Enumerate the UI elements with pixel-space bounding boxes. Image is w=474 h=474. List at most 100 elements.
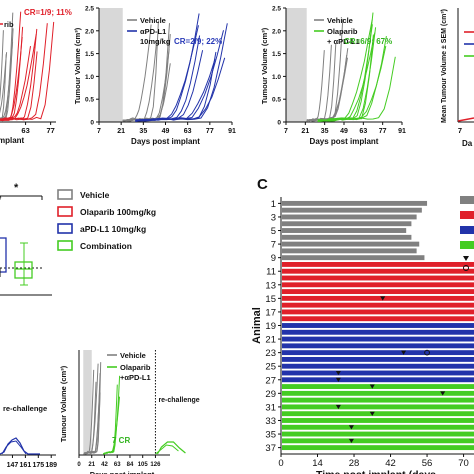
vehicle-line (122, 34, 171, 122)
bar-animal-37 (282, 445, 474, 451)
bar-animal-3 (282, 214, 417, 220)
apdl1-line (135, 30, 224, 122)
box-combination (14, 261, 33, 279)
y-tick-label: 33 (265, 416, 276, 427)
bar-animal-2 (282, 207, 422, 213)
legend-label-treatment: αPD-L1 (140, 27, 166, 36)
legend-swatch-olaparib (460, 211, 474, 219)
event-marker-triangle (348, 425, 354, 430)
x-tick-label: 63 (21, 126, 29, 135)
olaparib-line (0, 51, 38, 122)
bar-animal-11 (282, 268, 474, 274)
legend-label-combination: Olaparib (120, 363, 151, 372)
legend-label-apdl1: aPD-L1 10mg/kg (80, 224, 146, 234)
x-tick-label: 42 (101, 462, 108, 468)
legend-label-olaparib: Olaparib 100mg/kg (80, 207, 156, 217)
x-tick-label: 21 (88, 462, 95, 468)
y-tick-label: 1 (271, 199, 276, 210)
bar-animal-1 (282, 200, 428, 206)
legend-label-vehicle: Vehicle (140, 16, 166, 25)
legend-marker-triangle (463, 256, 469, 261)
bar-animal-14 (282, 289, 474, 295)
vehicle-line (0, 30, 4, 102)
bar-animal-26 (282, 370, 474, 376)
x-tick-label: 91 (398, 128, 406, 135)
legend-label-treatment-2: 10mg/kg (140, 37, 171, 46)
cr-annotation: CR=2/9; 22% (174, 37, 222, 46)
y-tick-label: 37 (265, 443, 276, 454)
y-tick-label: 11 (266, 267, 276, 278)
legend-label-vehicle: Vehicle (327, 16, 353, 25)
vehicle-line (306, 48, 349, 122)
y-tick-label: 1.0 (272, 74, 281, 81)
rechallenge-label: re-challenge (3, 404, 47, 413)
vehicle-line (122, 49, 170, 122)
y-tick-label: 9 (271, 253, 276, 264)
rechallenge-line (156, 441, 186, 455)
event-marker-triangle (335, 377, 341, 382)
y-tick-label: 25 (265, 362, 276, 373)
y-tick-label: 0.5 (272, 97, 281, 104)
x-tick-label: 28 (349, 458, 360, 469)
bar-animal-21 (282, 336, 474, 342)
bar-animal-36 (282, 438, 474, 444)
vehicle-line (306, 55, 348, 122)
legend-swatch-combination (57, 240, 73, 251)
x-tick-label: 0 (278, 458, 283, 469)
bar-animal-22 (282, 343, 474, 349)
y-tick-label: 13 (265, 280, 276, 291)
y-tick-label: 2.5 (272, 6, 281, 13)
y-tick-label: 7 (271, 240, 276, 251)
x-tick-label: 14 (312, 458, 323, 469)
y-tick-label: 15 (265, 294, 276, 305)
vehicle-line (0, 52, 8, 114)
rechallenge-label: re-challenge (158, 397, 199, 404)
x-tick-label: 7 (458, 126, 462, 135)
bar-animal-25 (282, 363, 474, 369)
bar-animal-6 (282, 234, 412, 240)
bar-animal-10 (282, 262, 474, 267)
y-tick-label: 2.0 (85, 28, 94, 35)
y-axis-label: Animal (251, 307, 263, 344)
x-tick-label: 21 (117, 128, 125, 135)
bar-animal-12 (282, 275, 474, 281)
legend-label-combination-2: +αPD-L1 (120, 373, 151, 382)
vehicle-line (306, 43, 337, 122)
vehicle-line (306, 57, 348, 121)
panel-rechallenge-left: re-challenge 147 161 175 189 (0, 404, 57, 469)
x-tick-label: 35 (321, 128, 329, 135)
legend-label-combination: Combination (80, 241, 132, 251)
significance-star: * (14, 182, 19, 194)
y-tick-label: 3 (271, 212, 276, 223)
x-tick-label: 161 (20, 462, 32, 469)
x-tick-label: 21 (301, 128, 309, 135)
x-axis-label: Days post implant (131, 137, 200, 146)
y-axis-label: Tumour Volume (cm³) (260, 27, 269, 104)
panel-mean: Mean Tumour Volume ± SEM (cm³) 7Da (441, 8, 474, 148)
apdl1-line (135, 57, 226, 121)
y-tick-label: 2.0 (272, 28, 281, 35)
cr-annotation: CR=6/9; 67% (344, 37, 392, 46)
event-marker-triangle (335, 370, 341, 376)
y-tick-label: 27 (265, 375, 276, 386)
legend-swatch-vehicle (460, 196, 474, 204)
vehicle-line (83, 362, 102, 455)
panel-apdl1: 7 21 35 49 63 77 91 0 0.5 1.0 1.5 2.0 2.5 Days post i… (73, 6, 236, 147)
legend-marker-circle (463, 265, 469, 271)
legend-swatch-combination (460, 241, 474, 249)
bar-animal-17 (282, 309, 474, 315)
legend-label-vehicle: Vehicle (80, 190, 110, 200)
panel-olaparib-partial: 63 77 mplant rib CR=1/9; 11% (0, 8, 72, 145)
bar-animal-19 (282, 323, 474, 328)
panel-combo: 7 21 35 49 63 77 91 0 0.5 1.0 1.5 2.0 2.5 Days post i… (260, 6, 406, 147)
event-marker-triangle (335, 404, 341, 410)
y-tick-label: 17 (265, 307, 276, 318)
bar-animal-24 (282, 356, 474, 362)
bar-animal-28 (282, 384, 474, 389)
x-tick-label: 7 (284, 128, 288, 135)
bar-animal-15 (282, 295, 474, 301)
rechallenge-line (1, 440, 27, 455)
bar-animal-29 (282, 390, 474, 396)
